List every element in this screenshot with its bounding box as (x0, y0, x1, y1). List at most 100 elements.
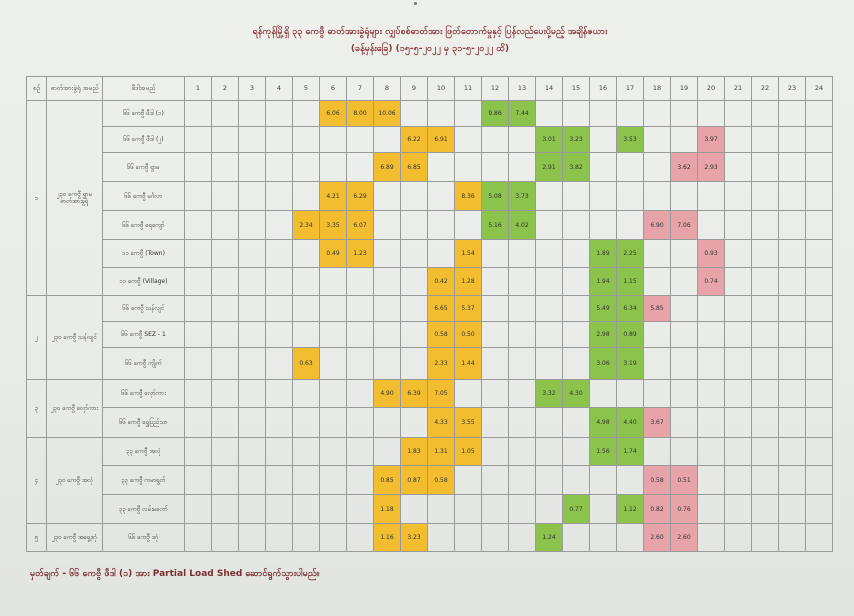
empty-cell (427, 210, 455, 240)
load-cell: 6.22 (400, 126, 428, 153)
empty-cell (562, 407, 590, 438)
empty-cell (238, 100, 266, 127)
empty-cell (670, 347, 698, 380)
group-serial: ၂ (26, 295, 47, 380)
empty-cell (238, 267, 266, 296)
empty-cell (589, 494, 617, 524)
empty-cell (778, 295, 806, 322)
empty-cell (427, 100, 455, 127)
empty-cell (751, 126, 779, 153)
empty-cell (184, 379, 212, 408)
load-cell: 7.05 (427, 379, 455, 408)
empty-cell (292, 126, 320, 153)
empty-cell (211, 295, 239, 322)
load-cell: 0.89 (616, 321, 644, 348)
empty-cell (211, 347, 239, 380)
header-feeder: ဖီဒါအမည် (102, 76, 185, 101)
empty-cell (427, 181, 455, 211)
load-cell: 1.44 (454, 347, 482, 380)
header-hour: 21 (724, 76, 752, 101)
load-cell: 0.76 (670, 494, 698, 524)
empty-cell (454, 494, 482, 524)
load-cell: 0.77 (562, 494, 590, 524)
header-hour: 20 (697, 76, 725, 101)
load-cell: 0.74 (697, 267, 725, 296)
table-row: ၅၂၃၀ ကေဗွီ အရှေ့ဒဂုံ ၆၆ ကေဗွီ ဒဂုံ 1.16 3.2… (26, 523, 833, 552)
empty-cell (292, 295, 320, 322)
empty-cell (454, 210, 482, 240)
footnote: မှတ်ချက် - ၆၆ ကေဗွီ ဖီဒါ (၁) အား Partial… (30, 569, 320, 579)
empty-cell (238, 437, 266, 466)
empty-cell (508, 347, 536, 380)
empty-cell (778, 100, 806, 127)
empty-cell (751, 321, 779, 348)
empty-cell (805, 347, 833, 380)
empty-cell (481, 295, 509, 322)
empty-cell (346, 347, 374, 380)
empty-cell (292, 321, 320, 348)
empty-cell (184, 437, 212, 466)
empty-cell (562, 465, 590, 495)
empty-cell (589, 379, 617, 408)
empty-cell (535, 267, 563, 296)
empty-cell (751, 465, 779, 495)
empty-cell (319, 152, 347, 182)
empty-cell (481, 407, 509, 438)
empty-cell (778, 321, 806, 348)
empty-cell (535, 210, 563, 240)
load-cell: 3.23 (562, 126, 590, 153)
empty-cell (373, 210, 401, 240)
header-hour: 14 (535, 76, 563, 101)
empty-cell (319, 523, 347, 552)
empty-cell (184, 295, 212, 322)
empty-cell (319, 347, 347, 380)
table-row: ၃၃ ကေဗွီ ကမာရွတ် 0.85 0.87 0.58 0.58 0.51 (27, 465, 833, 495)
load-cell: 2.98 (589, 321, 617, 348)
load-cell: 0.51 (670, 465, 698, 495)
empty-cell (535, 347, 563, 380)
feeder-name: ၃၃ ကေဗွီ လမ်းမတော် (102, 494, 185, 524)
empty-cell (724, 181, 752, 211)
load-cell: 3.53 (616, 126, 644, 153)
empty-cell (697, 181, 725, 211)
empty-cell (481, 465, 509, 495)
empty-cell (238, 152, 266, 182)
empty-cell (454, 523, 482, 552)
load-cell: 3.62 (670, 152, 698, 182)
empty-cell (400, 239, 428, 268)
empty-cell (400, 100, 428, 127)
empty-cell (292, 239, 320, 268)
load-cell: 6.85 (400, 152, 428, 182)
empty-cell (184, 347, 212, 380)
load-cell: 1.12 (616, 494, 644, 524)
load-cell: 5.37 (454, 295, 482, 322)
empty-cell (805, 126, 833, 153)
header-hour: 9 (400, 76, 428, 101)
empty-cell (643, 152, 671, 182)
load-cell: 0.58 (427, 465, 455, 495)
empty-cell (643, 239, 671, 268)
empty-cell (400, 494, 428, 524)
load-cell: 4.21 (319, 181, 347, 211)
load-cell: 3.32 (535, 379, 563, 408)
table-row: ၆၆ ကေဗွီ ရေကျော် 2.34 3.35 6.07 5.16 4.02 6.90… (27, 210, 833, 240)
header-hour: 18 (643, 76, 671, 101)
header-hour: 19 (670, 76, 698, 101)
group-name: ၂၃၀ ကေဗွီ လှော်ကား (46, 379, 103, 438)
header-hour: 10 (427, 76, 455, 101)
load-cell: 6.91 (427, 126, 455, 153)
empty-cell (265, 267, 293, 296)
header-group: ဓာတ်အားခွဲရုံ အမည် (46, 76, 103, 101)
punch-dot (414, 2, 417, 5)
empty-cell (238, 379, 266, 408)
empty-cell (265, 379, 293, 408)
empty-cell (427, 152, 455, 182)
empty-cell (616, 181, 644, 211)
empty-cell (211, 379, 239, 408)
empty-cell (265, 407, 293, 438)
empty-cell (454, 152, 482, 182)
empty-cell (697, 437, 725, 466)
empty-cell (211, 210, 239, 240)
load-cell: 4.90 (373, 379, 401, 408)
empty-cell (616, 100, 644, 127)
